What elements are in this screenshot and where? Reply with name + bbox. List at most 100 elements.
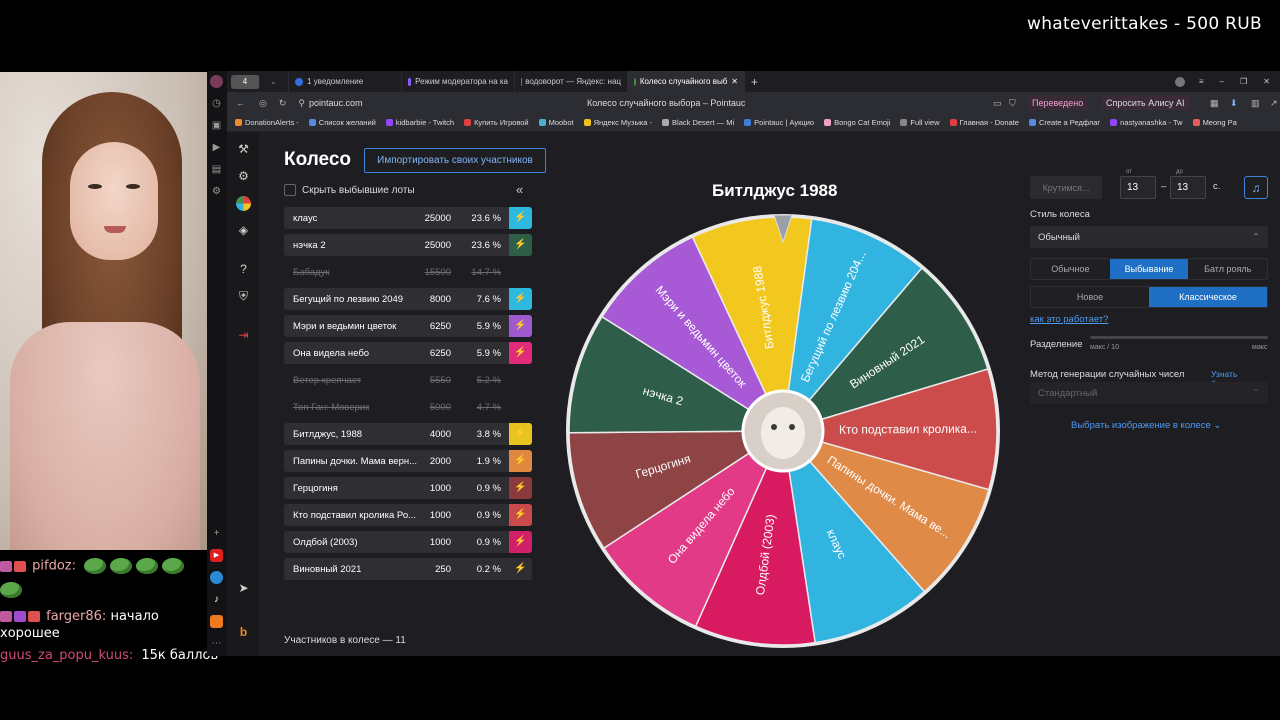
logout-icon[interactable]: ⇥ [238, 328, 249, 342]
back-icon[interactable]: ← [236, 98, 245, 108]
bookmark-item[interactable]: nastyanashka - Tw [1110, 118, 1183, 127]
bookmark-item[interactable]: Meong Pa [1192, 118, 1237, 127]
ask-alice-button[interactable]: Спросить Алису AI [1101, 96, 1190, 110]
verified-icon[interactable] [210, 571, 223, 584]
bookmark-item[interactable]: Moobot [538, 118, 574, 127]
lot-row[interactable]: Она видела небо 6250 5.9 % ⚡ [284, 342, 532, 364]
bookmark-item[interactable]: Яндекс Музыка - [583, 118, 652, 127]
lot-row[interactable]: Мэри и ведьмин цветок 6250 5.9 % ⚡ [284, 315, 532, 337]
wheel-icon[interactable] [236, 196, 251, 211]
bookmark-item[interactable]: Full view [900, 118, 940, 127]
lot-row[interactable]: Папины дочки. Мама верн... 2000 1.9 % ⚡ [284, 450, 532, 472]
minimize-icon[interactable]: – [1219, 77, 1225, 86]
music-icon[interactable]: ♫ [1244, 176, 1268, 199]
mode-battle-royale[interactable]: Батл рояль [1204, 264, 1252, 274]
menu-icon[interactable]: ≡ [1199, 77, 1204, 86]
lot-row[interactable]: Ветер крепчает 5550 5.2 % [284, 369, 532, 391]
bookmark-item[interactable]: Pointauc | Аукцио [744, 118, 814, 127]
bookmark-icon[interactable]: ⛉ [1009, 97, 1016, 108]
close-icon[interactable]: ✕ [731, 77, 738, 86]
translated-badge[interactable]: Переведено [1027, 96, 1089, 110]
duration-from-input[interactable]: 13 [1120, 176, 1156, 199]
wheel-style-select[interactable]: Обычный ⌃ [1030, 226, 1268, 248]
bookmark-item[interactable]: Black Desert — Mi [662, 118, 734, 127]
lot-row[interactable]: Топ Ган: Мэверик 5000 4.7 % [284, 396, 532, 418]
new-tab-button[interactable]: + [751, 74, 759, 89]
lot-row[interactable]: Олдбой (2003) 1000 0.9 % ⚡ [284, 531, 532, 553]
lot-color-icon[interactable]: ⚡ [509, 504, 532, 526]
settings-icon[interactable]: ⚙ [212, 186, 221, 197]
shield-check-icon[interactable]: ⛨ [238, 289, 248, 303]
bookmark-item[interactable]: Bongo Cat Emoji [824, 118, 890, 127]
wheel[interactable]: Битлджус 1988 Бегущий по лезвию 204...Вин… [564, 212, 1002, 650]
lot-color-icon[interactable]: ⚡ [509, 315, 532, 337]
lot-color-icon[interactable]: ⚡ [509, 423, 532, 445]
gavel-icon[interactable]: ⚒ [238, 142, 249, 156]
close-window-icon[interactable]: ✕ [1263, 77, 1270, 86]
telegram-icon[interactable]: ➤ [238, 581, 249, 595]
tab-notification[interactable]: 1 уведомление [289, 71, 402, 92]
history-icon[interactable]: ◷ [212, 98, 221, 109]
collections-icon[interactable]: ▣ [211, 120, 222, 131]
youtube-icon[interactable]: ▶ [210, 549, 223, 562]
bookmark-item[interactable]: Главная - Donate [949, 118, 1019, 127]
lot-color-icon[interactable]: ⚡ [509, 207, 532, 229]
more-icon[interactable]: ⋯ [211, 638, 222, 649]
variant-new[interactable]: Новое [1076, 292, 1104, 302]
share-icon[interactable]: ↗ [1270, 97, 1278, 108]
add-icon[interactable]: + [213, 528, 220, 539]
variant-classic[interactable]: Классическое [1149, 287, 1267, 307]
lot-row[interactable]: нэчка 2 25000 23.6 % ⚡ [284, 234, 532, 256]
tab-moderator[interactable]: Режим модератора на ка [402, 71, 515, 92]
avatar[interactable] [1175, 76, 1185, 87]
tab-group-count[interactable]: 4 [231, 74, 260, 89]
lot-row[interactable]: клаус 25000 23.6 % ⚡ [284, 207, 532, 229]
brand-icon[interactable]: b [239, 625, 248, 639]
play-icon[interactable]: ▶ [212, 142, 221, 153]
extensions-icon[interactable]: ▥ [1251, 97, 1260, 108]
bookmark-item[interactable]: kidbarbie - Twitch [385, 118, 454, 127]
bookmark-item[interactable]: Create a Редфлаг [1028, 118, 1100, 127]
lot-color-icon[interactable]: ⚡ [509, 288, 532, 310]
choose-image-button[interactable]: Выбрать изображение в колесе ⌄ [1071, 420, 1221, 431]
lot-row[interactable]: Битлджус, 1988 4000 3.8 % ⚡ [284, 423, 532, 445]
mode-elimination[interactable]: Выбывание [1109, 259, 1189, 279]
duration-to-input[interactable]: 13 [1170, 176, 1206, 199]
tiktok-icon[interactable]: ♪ [214, 594, 219, 605]
split-slider[interactable] [1090, 336, 1268, 339]
collapse-icon[interactable]: « [516, 182, 524, 197]
lot-row[interactable]: Бабадук 15500 14.7 % [284, 261, 532, 283]
reload-icon[interactable]: ↻ [278, 97, 287, 108]
avatar[interactable] [210, 75, 223, 88]
hide-eliminated-checkbox[interactable] [284, 184, 296, 196]
gear-icon[interactable]: ⚙ [238, 169, 249, 183]
mode-normal[interactable]: Обычное [1051, 264, 1090, 274]
hide-eliminated-toggle[interactable]: Скрыть выбывшие лоты [284, 184, 415, 196]
tab-yandex[interactable]: водоворот — Яндекс: нац [515, 71, 628, 92]
import-participants-button[interactable]: Импортировать своих участников [364, 148, 546, 173]
downloads-icon[interactable]: ⬇ [1230, 97, 1238, 108]
bookmark-item[interactable]: Список желаний [308, 118, 376, 127]
how-it-works-link[interactable]: как это работает? [1030, 314, 1109, 325]
lot-row[interactable]: Бегущий по лезвию 2049 8000 7.6 % ⚡ [284, 288, 532, 310]
lot-color-icon[interactable]: ⚡ [509, 450, 532, 472]
shield-icon[interactable]: ◎ [259, 97, 267, 108]
lot-color-icon[interactable]: ⚡ [509, 477, 532, 499]
bookmark-item[interactable]: DonationAlerts - [235, 118, 299, 127]
mail-icon[interactable] [210, 615, 223, 628]
reader-icon[interactable]: ▭ [993, 97, 1002, 108]
help-icon[interactable]: ? [240, 262, 247, 276]
layers-icon[interactable]: ◈ [238, 223, 249, 237]
lot-row[interactable]: Герцогиня 1000 0.9 % ⚡ [284, 477, 532, 499]
bookmark-item[interactable]: Купить Игровой [464, 118, 529, 127]
lot-row[interactable]: Кто подставил кролика Ро... 1000 0.9 % ⚡ [284, 504, 532, 526]
tab-wheel[interactable]: Колесо случайного выб ✕ [628, 71, 745, 92]
calendar-icon[interactable]: ▤ [211, 164, 222, 175]
restore-icon[interactable]: ❐ [1240, 77, 1248, 86]
spin-button[interactable]: Крутимся... [1030, 176, 1102, 199]
lot-row[interactable]: Виновный 2021 250 0.2 % ⚡ [284, 558, 532, 580]
lot-color-icon[interactable]: ⚡ [509, 342, 532, 364]
url-field[interactable]: pointauc.com [309, 98, 363, 108]
lot-color-icon[interactable]: ⚡ [509, 558, 532, 580]
lot-color-icon[interactable]: ⚡ [509, 234, 532, 256]
